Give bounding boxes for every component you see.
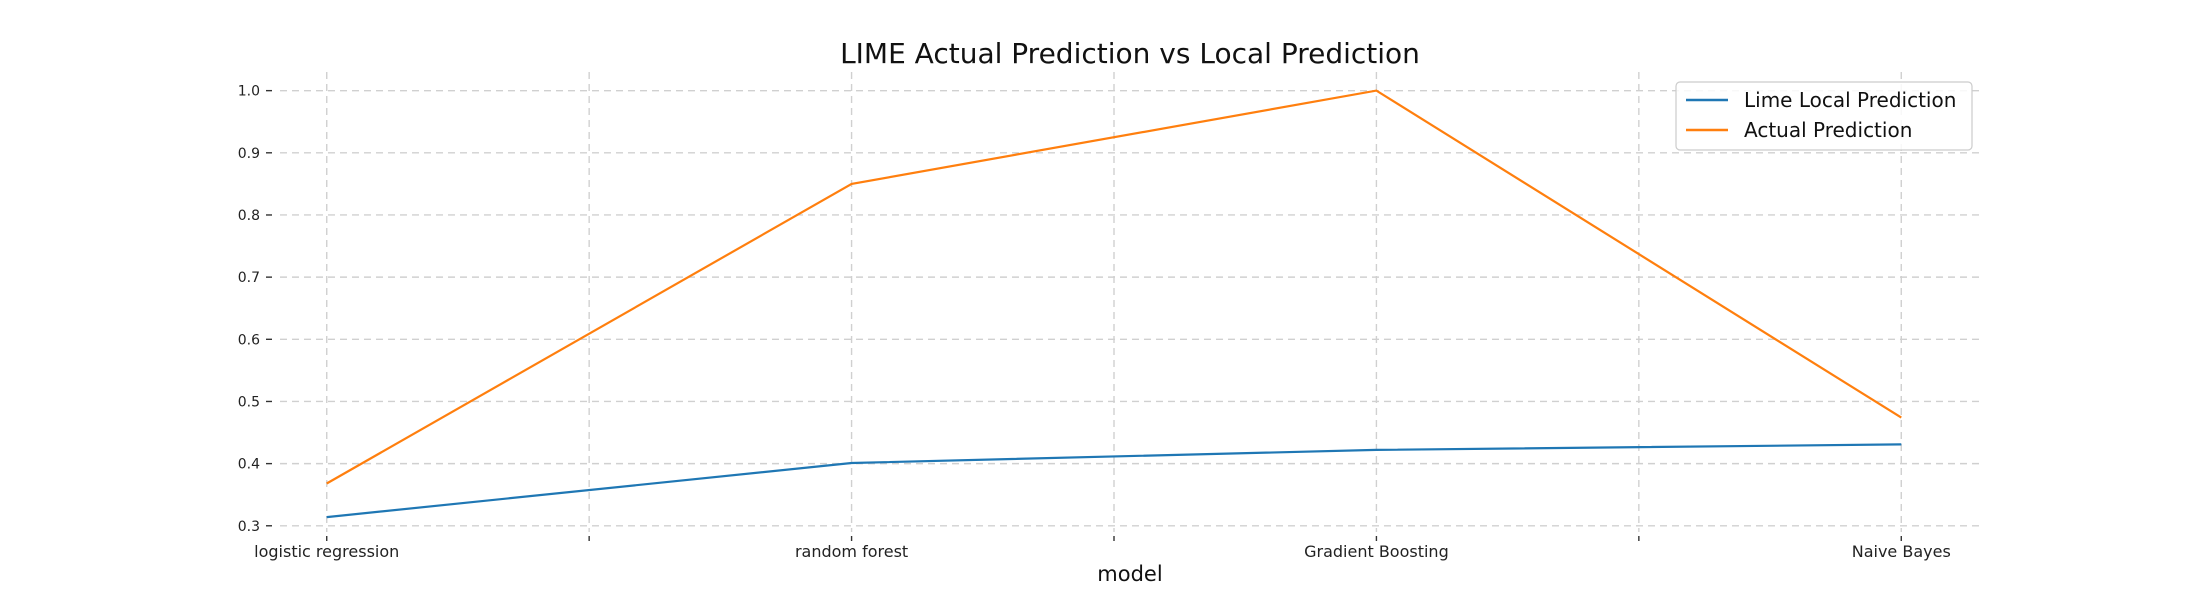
y-tick-label: 0.9 (238, 146, 260, 162)
grid (280, 72, 1980, 532)
x-tick-label: random forest (795, 542, 908, 561)
legend-box (1675, 81, 1973, 151)
axis-ticks: 0.3 0.4 0.5 0.6 0.7 0.8 0.9 1.0 logistic regress… (238, 84, 1951, 561)
y-tick-label: 1.0 (238, 84, 260, 100)
legend-label: Actual Prediction (1744, 118, 1912, 142)
chart-title: LIME Actual Prediction vs Local Predicti… (840, 37, 1420, 70)
x-tick-label: logistic regression (254, 542, 399, 561)
series-line-1 (326, 89, 1902, 485)
x-tick-label: Gradient Boosting (1304, 542, 1449, 561)
series (326, 89, 1902, 519)
series-line-0 (326, 443, 1902, 519)
y-tick-label: 0.6 (238, 332, 260, 348)
x-tick-label: Naive Bayes (1852, 542, 1951, 561)
y-tick-label: 0.4 (238, 457, 260, 473)
y-tick-label: 0.8 (238, 208, 260, 224)
legend-label: Lime Local Prediction (1744, 88, 1956, 112)
legend: Lime Local Prediction Actual Prediction (1675, 81, 1973, 151)
y-tick-label: 0.7 (238, 270, 260, 286)
y-tick-label: 0.3 (238, 519, 260, 535)
y-tick-label: 0.5 (238, 394, 260, 410)
x-axis-label: model (1097, 562, 1162, 586)
